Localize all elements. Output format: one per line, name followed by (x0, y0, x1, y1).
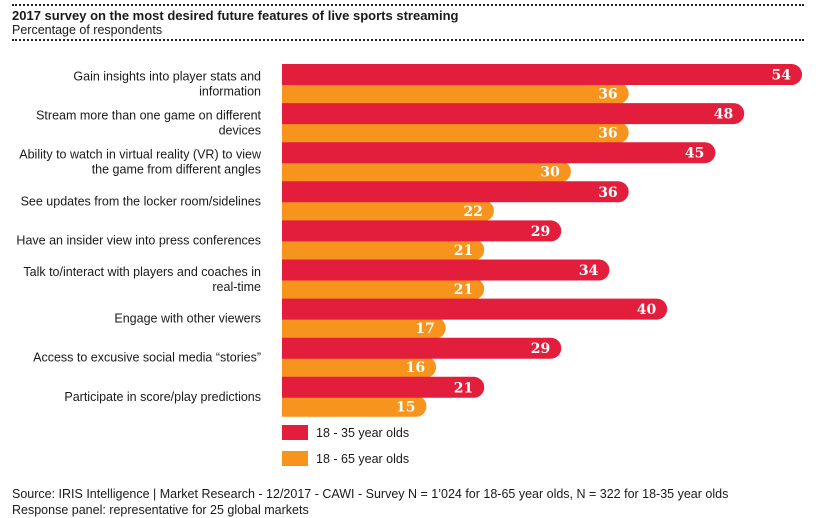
bar-series2 (282, 356, 437, 378)
bar-series2 (282, 278, 485, 300)
bar-series2 (282, 239, 485, 261)
bar-value-label: 36 (598, 185, 617, 201)
bar-value-label: 22 (463, 204, 482, 220)
bar-value-label: 17 (415, 321, 434, 337)
legend-swatch (282, 425, 308, 440)
chart-title: 2017 survey on the most desired future f… (12, 8, 459, 23)
subtitle-rule (12, 39, 804, 41)
bar-series2 (282, 200, 494, 222)
bar-value-label: 36 (598, 126, 617, 142)
category-label: information (199, 85, 261, 99)
top-rule (12, 4, 804, 6)
bar-series2 (282, 395, 427, 417)
bar-value-label: 34 (579, 263, 599, 279)
category-label: Talk to/interact with players and coache… (23, 265, 261, 279)
bar-value-label: 30 (540, 165, 560, 181)
bar-value-label: 16 (406, 360, 425, 376)
bar-value-label: 48 (714, 107, 733, 123)
bar-value-label: 29 (531, 224, 550, 240)
category-label: Participate in score/play predictions (64, 390, 261, 404)
chart-subtitle: Percentage of respondents (12, 23, 163, 37)
bar-value-label: 21 (454, 243, 473, 259)
category-label: Engage with other viewers (114, 312, 261, 326)
category-label: See updates from the locker room/sidelin… (21, 194, 261, 208)
category-label: Ability to watch in virtual reality (VR)… (19, 148, 262, 162)
bar-series2 (282, 161, 571, 183)
bar-value-label: 29 (531, 341, 550, 357)
bar-series2 (282, 122, 629, 144)
source-line-2: Response panel: representative for 25 gl… (12, 503, 309, 517)
bar-value-label: 21 (454, 282, 473, 298)
category-label: Have an insider view into press conferen… (16, 233, 261, 247)
bar-series1 (282, 64, 803, 85)
bar-chart: Gain insights into player stats andinfor… (16, 64, 803, 466)
bar-series1 (282, 103, 745, 125)
bar-value-label: 54 (772, 68, 792, 84)
bar-value-label: 40 (637, 302, 657, 318)
category-label: Stream more than one game on different (36, 109, 261, 123)
legend-swatch (282, 451, 308, 466)
legend-label: 18 - 35 year olds (316, 426, 409, 440)
category-label: the game from different angles (92, 163, 261, 177)
legend-label: 18 - 65 year olds (316, 452, 409, 466)
bar-value-label: 21 (454, 380, 473, 396)
bar-series1 (282, 142, 716, 164)
bar-value-label: 45 (685, 146, 704, 162)
category-label: real-time (212, 280, 261, 294)
category-label: devices (219, 124, 261, 138)
source-note: Source: IRIS Intelligence | Market Resea… (12, 486, 728, 518)
bar-value-label: 36 (598, 87, 617, 103)
bar-series1 (282, 181, 629, 203)
bar-series1 (282, 337, 562, 359)
bar-value-label: 15 (396, 399, 415, 415)
source-line-1: Source: IRIS Intelligence | Market Resea… (12, 487, 729, 501)
bar-series1 (282, 259, 610, 281)
category-label: Gain insights into player stats and (73, 70, 261, 84)
bar-series2 (282, 317, 446, 339)
bar-series1 (282, 298, 668, 320)
category-label: Access to excusive social media “stories… (33, 351, 261, 365)
bar-series1 (282, 220, 562, 242)
bar-series1 (282, 376, 485, 398)
bar-series2 (282, 83, 629, 104)
